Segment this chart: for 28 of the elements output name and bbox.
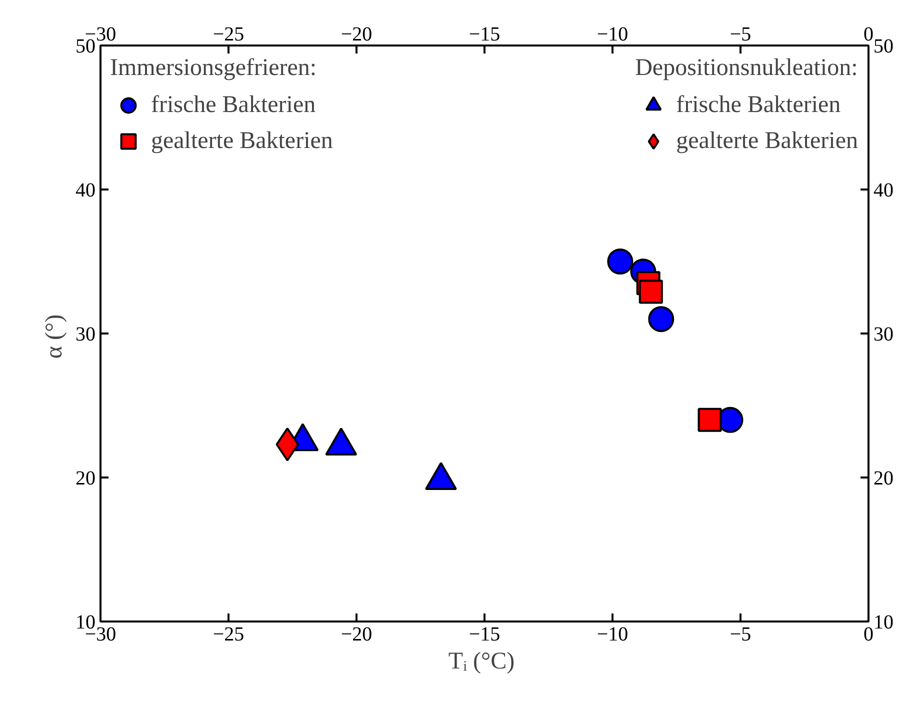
y2-tick-label: 20 [874,468,894,490]
legend-label: frische Bakterien [676,90,841,120]
x-tick-label: −15 [468,24,500,46]
x2-tick-label: 0 [864,624,874,646]
x2-tick-label: −5 [730,624,752,646]
y-tick-label: 20 [76,468,96,490]
x2-tick-label: −10 [596,624,628,646]
y2-tick-label: 50 [874,36,894,58]
x2-tick-label: −25 [212,624,244,646]
annotation: Depositionsnukleation: [635,55,858,82]
y2-tick-label: 40 [874,180,894,202]
legend-label: gealterte Bakterien [151,126,333,156]
x-tick-label: −5 [730,24,752,46]
y-axis-title: α (°) [42,314,68,359]
x-axis-title: Tᵢ (°C) [448,648,515,674]
y2-tick-label: 10 [874,612,894,634]
x2-tick-label: −20 [340,624,372,646]
x-tick-label: −10 [596,24,628,46]
y2-tick-label: 30 [874,324,894,346]
legend-label: frische Bakterien [151,90,316,120]
x2-tick-label: −15 [468,624,500,646]
annotation: Immersionsgefrieren: [110,55,318,82]
x-tick-label: −25 [212,24,244,46]
y-tick-label: 30 [76,324,96,346]
x-tick-label: −20 [340,24,372,46]
x-tick-label: 0 [864,24,874,46]
y-tick-label: 40 [76,180,96,202]
legend-label: gealterte Bakterien [676,126,858,156]
